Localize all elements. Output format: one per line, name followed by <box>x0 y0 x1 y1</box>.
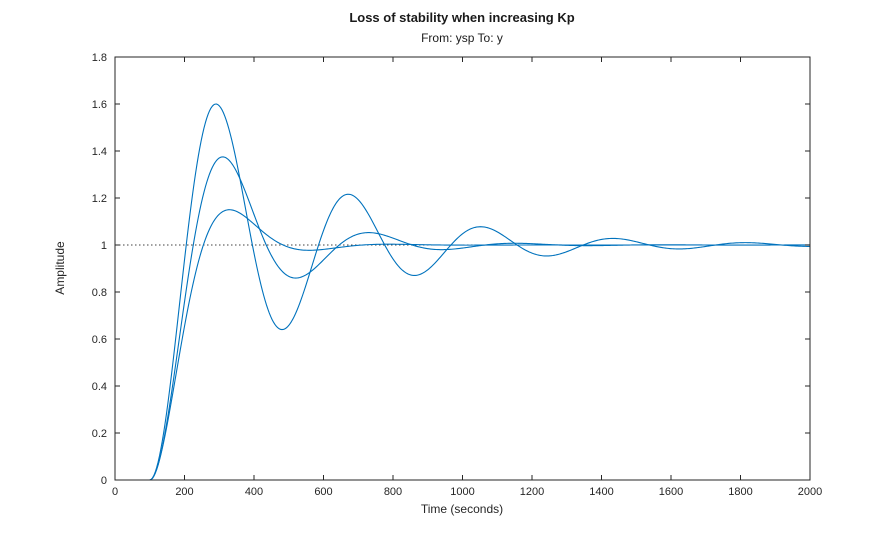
x-tick-label: 1000 <box>450 486 474 498</box>
chart-subtitle: From: ysp To: y <box>421 31 503 45</box>
chart-title: Loss of stability when increasing Kp <box>349 10 574 25</box>
x-tick-label: 800 <box>384 486 402 498</box>
y-tick-label: 0.6 <box>92 334 107 346</box>
y-tick-label: 0.2 <box>92 428 107 440</box>
y-tick-label: 0.4 <box>92 381 107 393</box>
series-line-step-response-low-Kp <box>115 209 810 481</box>
y-tick-label: 1.4 <box>92 146 107 158</box>
x-tick-label: 1200 <box>520 486 544 498</box>
y-tick-label: 1.6 <box>92 99 107 111</box>
x-tick-label: 1400 <box>589 486 613 498</box>
x-tick-label: 600 <box>314 486 332 498</box>
x-tick-label: 1800 <box>728 486 752 498</box>
x-tick-label: 200 <box>175 486 193 498</box>
axes-box <box>114 56 811 481</box>
x-tick-label: 2000 <box>798 486 822 498</box>
y-tick-label: 0 <box>101 475 107 487</box>
x-tick-label: 0 <box>112 486 118 498</box>
y-tick-label: 0.8 <box>92 287 107 299</box>
y-tick-label: 1.8 <box>92 52 107 64</box>
y-axis-label: Amplitude <box>53 241 67 295</box>
y-tick-label: 1 <box>101 240 107 252</box>
x-axis-label: Time (seconds) <box>421 502 503 516</box>
series-line-step-response-high-Kp <box>115 103 811 481</box>
x-tick-label: 1600 <box>659 486 683 498</box>
series-line-step-response-medium-Kp <box>115 156 810 481</box>
y-tick-label: 1.2 <box>92 193 107 205</box>
x-tick-label: 400 <box>245 486 263 498</box>
plot-area: 0 200 400 600 800 1000 1200 1400 1600 1800 2000 0 0.… <box>92 52 823 498</box>
